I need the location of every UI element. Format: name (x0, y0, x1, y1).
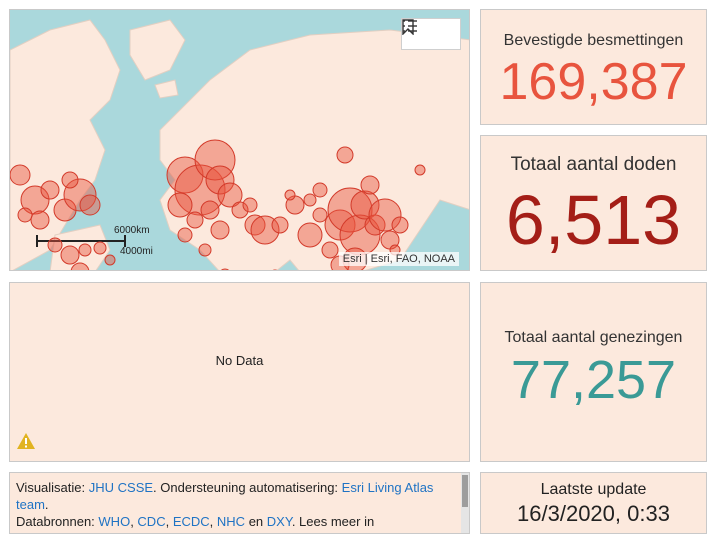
case-bubble[interactable] (30, 210, 50, 230)
case-bubble[interactable] (360, 175, 380, 195)
case-bubble[interactable] (210, 220, 230, 240)
case-bubble[interactable] (186, 211, 204, 229)
case-bubble[interactable] (104, 254, 116, 266)
cdc-link[interactable]: CDC (137, 514, 166, 529)
map-attribution[interactable]: Esri | Esri, FAO, NOAA (338, 252, 459, 266)
visualisatie-label: Visualisatie: (16, 480, 89, 495)
case-bubble[interactable] (231, 201, 249, 219)
confirmed-label: Bevestigde besmettingen (503, 32, 684, 49)
case-bubble[interactable] (194, 139, 236, 181)
total-deaths-card: Totaal aantal doden 6,513 (480, 135, 707, 271)
case-bubble[interactable] (70, 262, 90, 271)
case-bubble[interactable] (79, 194, 101, 216)
dxy-link[interactable]: DXY (266, 514, 292, 529)
land-masses (10, 19, 469, 270)
legend-list-icon[interactable] (403, 19, 460, 49)
case-bubble[interactable] (61, 171, 79, 189)
recovered-label: Totaal aantal genezingen (504, 329, 683, 346)
map-canvas[interactable] (10, 10, 470, 271)
map-toolbar (401, 18, 461, 50)
confirmed-value: 169,387 (499, 53, 688, 111)
info-text: Visualisatie: JHU CSSE. Ondersteuning au… (10, 473, 469, 530)
read-more-text: . Lees meer in (291, 514, 375, 529)
esri-living-atlas-link[interactable]: Esri Living Atlas team (16, 480, 434, 512)
case-bubble[interactable] (40, 180, 60, 200)
case-bubble[interactable] (321, 241, 339, 259)
case-bubble[interactable] (53, 198, 77, 222)
deaths-label: Totaal aantal doden (510, 154, 677, 175)
case-bubble[interactable] (303, 193, 317, 207)
info-scrollbar[interactable] (461, 473, 469, 533)
scale-km-label: 6000km (114, 225, 150, 236)
case-bubble[interactable] (297, 222, 323, 248)
case-bubble[interactable] (198, 243, 212, 257)
separator: , (130, 514, 138, 529)
case-bubble[interactable] (312, 207, 328, 223)
warning-icon[interactable] (16, 432, 36, 455)
case-bubble[interactable] (78, 243, 92, 257)
total-recovered-card: Totaal aantal genezingen 77,257 (480, 282, 707, 462)
case-bubble[interactable] (391, 216, 409, 234)
map-scale-bar (36, 235, 126, 247)
chart-panel: No Data (9, 282, 470, 462)
who-link[interactable]: WHO (98, 514, 131, 529)
case-bubble[interactable] (219, 268, 231, 271)
separator: , (209, 514, 217, 529)
case-bubble[interactable] (284, 189, 296, 201)
last-update-value: 16/3/2020, 0:33 (517, 501, 670, 526)
case-bubble[interactable] (324, 209, 356, 241)
case-bubble[interactable] (174, 164, 226, 216)
ecdc-link[interactable]: ECDC (172, 514, 210, 529)
confirmed-cases-card: Bevestigde besmettingen 169,387 (480, 9, 707, 125)
case-bubble[interactable] (177, 227, 193, 243)
and-text: en (245, 514, 267, 529)
last-update-label: Laatste update (540, 481, 647, 498)
scrollbar-thumb[interactable] (462, 475, 468, 507)
case-bubble[interactable] (271, 216, 289, 234)
deaths-value: 6,513 (505, 181, 682, 259)
no-data-message: No Data (215, 353, 264, 368)
case-bubble[interactable] (60, 245, 80, 265)
recovered-value: 77,257 (510, 350, 677, 410)
case-bubble[interactable] (10, 164, 31, 186)
jhu-csse-link[interactable]: JHU CSSE (88, 480, 154, 495)
case-bubble[interactable] (327, 187, 373, 233)
case-bubble[interactable] (312, 182, 328, 198)
case-bubble[interactable] (200, 200, 220, 220)
case-bubble[interactable] (336, 146, 354, 164)
period-text: . (44, 497, 49, 512)
info-panel: Visualisatie: JHU CSSE. Ondersteuning au… (9, 472, 470, 534)
case-bubble[interactable] (350, 190, 380, 220)
scale-mi-label: 4000mi (120, 246, 153, 257)
case-bubble[interactable] (244, 214, 266, 236)
case-bubble[interactable] (270, 269, 280, 271)
separator: , (165, 514, 173, 529)
case-bubble[interactable] (217, 182, 243, 208)
case-bubble[interactable] (242, 197, 258, 213)
case-bubble[interactable] (368, 198, 402, 232)
nhc-link[interactable]: NHC (216, 514, 246, 529)
case-bubble[interactable] (414, 164, 426, 176)
map-view[interactable]: 6000km 4000mi Esri | Esri, FAO, NOAA (9, 9, 470, 271)
automation-label: . Ondersteuning automatisering: (153, 480, 342, 495)
case-bubble[interactable] (47, 237, 63, 253)
case-bubble[interactable] (167, 192, 193, 218)
case-bubble[interactable] (17, 207, 33, 223)
case-bubble[interactable] (93, 241, 107, 255)
case-bubble[interactable] (63, 178, 97, 212)
case-bubble[interactable] (205, 165, 235, 195)
last-update-card: Laatste update 16/3/2020, 0:33 (480, 472, 707, 534)
databronnen-label: Databronnen: (16, 514, 99, 529)
